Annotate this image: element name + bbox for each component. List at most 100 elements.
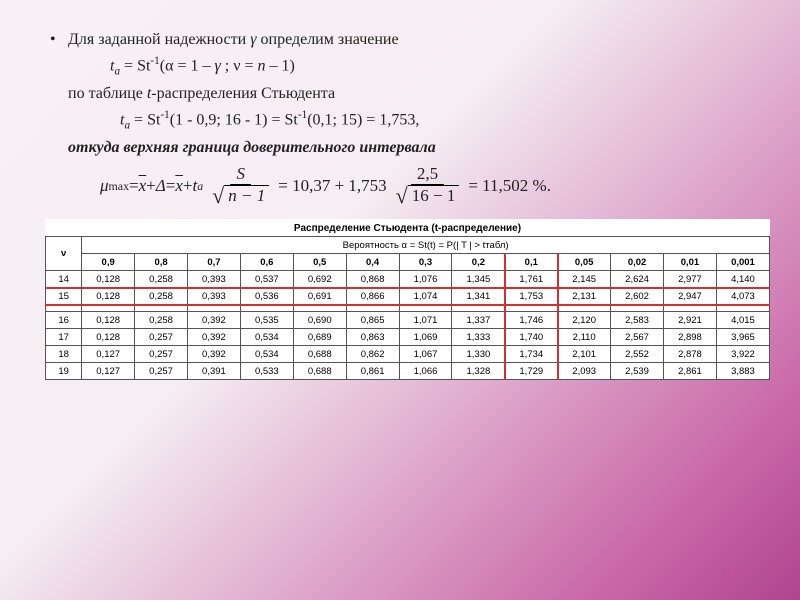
page-number: 26	[722, 568, 740, 586]
eq: =	[166, 174, 176, 199]
value-cell: 1,069	[399, 329, 452, 346]
n: n	[258, 58, 266, 75]
slide-content: Для заданной надежности γ определим знач…	[0, 0, 800, 207]
value-cell: 0,863	[346, 329, 399, 346]
value-cell: 0,128	[82, 329, 135, 346]
value-cell: 2,101	[558, 346, 611, 363]
sqrt-body: n − 1	[224, 185, 269, 207]
denominator: √n − 1	[206, 185, 275, 208]
table-body: 140,1280,2580,3930,5370,6920,8681,0761,3…	[46, 271, 770, 380]
fraction-1: S √n − 1	[206, 165, 275, 207]
value-cell: 1,729	[505, 363, 558, 380]
value-cell: 0,534	[240, 329, 293, 346]
value-cell: 0,391	[188, 363, 241, 380]
value-cell: 1,067	[399, 346, 452, 363]
text: Для заданной надежности	[68, 31, 250, 48]
value-cell: 2,878	[664, 346, 717, 363]
alpha-cell: 0,1	[505, 254, 558, 271]
value-cell: 0,127	[82, 346, 135, 363]
text: определим значение	[257, 31, 399, 48]
alpha-row: 0,90,80,70,60,50,40,30,20,10,050,020,010…	[46, 254, 770, 271]
value-cell: 1,761	[505, 271, 558, 288]
value-cell: 2,624	[611, 271, 664, 288]
eq: = St	[130, 111, 160, 128]
value-cell: 4,140	[716, 271, 769, 288]
sup: -1	[298, 109, 307, 121]
sqrt-body: 16 − 1	[408, 185, 460, 207]
formula-3: μmax = x + Δ = x + ta S √n − 1 = 10,37 +…	[50, 165, 760, 207]
alpha-cell: 0,9	[82, 254, 135, 271]
value-cell: 0,691	[293, 288, 346, 305]
value-cell: 2,861	[664, 363, 717, 380]
value-cell: 2,583	[611, 312, 664, 329]
value-cell: 1,330	[452, 346, 505, 363]
value-cell: 2,898	[664, 329, 717, 346]
value-cell: 3,965	[716, 329, 769, 346]
value-cell: 0,128	[82, 271, 135, 288]
table-row: 160,1280,2580,3920,5350,6900,8651,0711,3…	[46, 312, 770, 329]
value-cell: 0,392	[188, 329, 241, 346]
value-cell: 0,393	[188, 271, 241, 288]
value-cell: 0,862	[346, 346, 399, 363]
value-cell: 2,977	[664, 271, 717, 288]
delta: Δ	[156, 174, 166, 199]
nu-cell: 19	[46, 363, 82, 380]
text: (1 - 0,9; 16 - 1) = St	[170, 111, 298, 128]
value-cell: 2,110	[558, 329, 611, 346]
alpha-cell: 0,02	[611, 254, 664, 271]
value-cell: 1,341	[452, 288, 505, 305]
sub-a: a	[197, 178, 203, 195]
value-cell: 0,689	[293, 329, 346, 346]
eq: = St	[120, 58, 150, 75]
plus: +	[146, 174, 156, 199]
value-cell: 2,093	[558, 363, 611, 380]
value-cell: 0,257	[135, 363, 188, 380]
text: (α = 1 –	[160, 58, 215, 75]
value-cell: 0,393	[188, 288, 241, 305]
value-cell: 0,392	[188, 346, 241, 363]
text: ; ν =	[221, 58, 258, 75]
value-cell: 0,866	[346, 288, 399, 305]
value-cell: 3,883	[716, 363, 769, 380]
value-cell: 1,333	[452, 329, 505, 346]
text: -распределения Стьюдента	[151, 85, 335, 102]
alpha-cell: 0,3	[399, 254, 452, 271]
value-cell: 2,120	[558, 312, 611, 329]
table-row: 150,1280,2580,3930,5360,6910,8661,0741,3…	[46, 288, 770, 305]
value-cell: 0,128	[82, 312, 135, 329]
value-cell: 1,076	[399, 271, 452, 288]
nu-cell: 16	[46, 312, 82, 329]
student-table: ν Вероятность α = St(t) = P(| T | > tтаб…	[45, 236, 770, 380]
corner-cell: ν	[46, 237, 82, 271]
value-cell: 3,922	[716, 346, 769, 363]
numerator: 2,5	[411, 165, 444, 185]
table-header-row: ν Вероятность α = St(t) = P(| T | > tтаб…	[46, 237, 770, 254]
value-cell: 1,746	[505, 312, 558, 329]
value-cell: 1,734	[505, 346, 558, 363]
val: = 10,37 + 1,753	[278, 174, 386, 199]
table-subtitle: Вероятность α = St(t) = P(| T | > tтабл)	[82, 237, 770, 254]
nu-cell: 14	[46, 271, 82, 288]
formula-2: ta = St-1(1 - 0,9; 16 - 1) = St-1(0,1; 1…	[50, 107, 760, 134]
value-cell: 0,692	[293, 271, 346, 288]
value-cell: 1,066	[399, 363, 452, 380]
text: (0,1; 15) = 1,753,	[307, 111, 419, 128]
value-cell: 0,392	[188, 312, 241, 329]
denominator: √16 − 1	[390, 185, 466, 208]
value-cell: 2,602	[611, 288, 664, 305]
table-row: 140,1280,2580,3930,5370,6920,8681,0761,3…	[46, 271, 770, 288]
value-cell: 0,258	[135, 312, 188, 329]
value-cell: 2,145	[558, 271, 611, 288]
value-cell: 1,337	[452, 312, 505, 329]
max: max	[109, 178, 129, 195]
value-cell: 0,537	[240, 271, 293, 288]
text: – 1)	[266, 58, 295, 75]
alpha-cell: 0,7	[188, 254, 241, 271]
value-cell: 0,258	[135, 288, 188, 305]
nu-cell: 18	[46, 346, 82, 363]
value-cell: 1,753	[505, 288, 558, 305]
line-2: по таблице t-распределения Стьюдента	[50, 82, 760, 105]
value-cell: 1,740	[505, 329, 558, 346]
alpha-cell: 0,2	[452, 254, 505, 271]
value-cell: 2,567	[611, 329, 664, 346]
